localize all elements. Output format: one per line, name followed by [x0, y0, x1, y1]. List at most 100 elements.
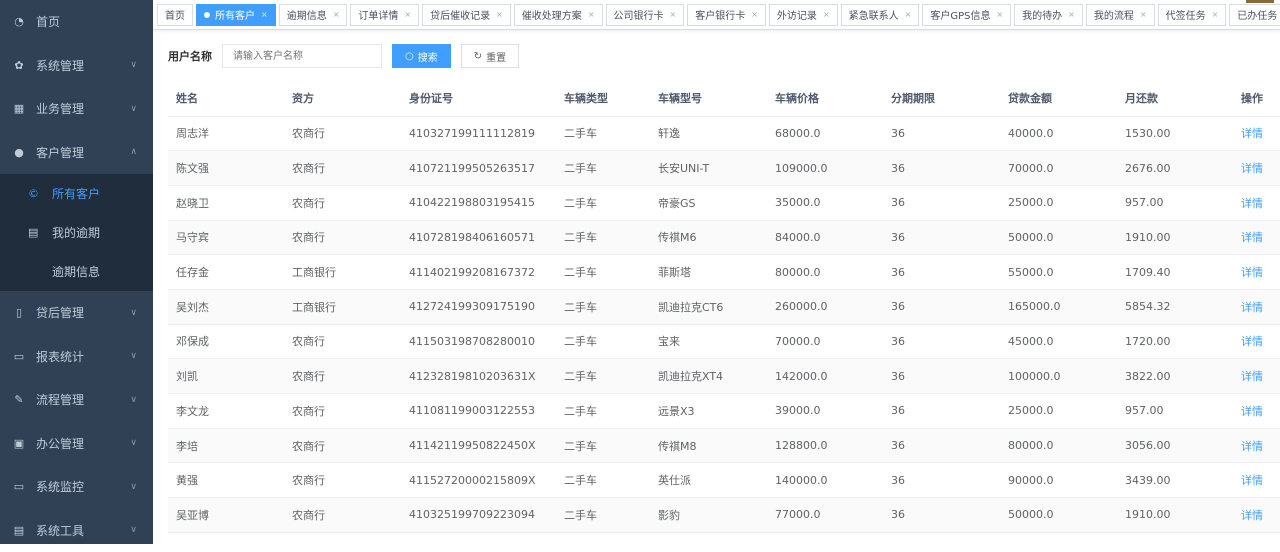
tab-6[interactable]: 公司银行卡× [606, 4, 685, 26]
close-icon[interactable]: × [905, 10, 912, 19]
close-icon[interactable]: × [404, 10, 411, 19]
tab-4[interactable]: 贷后催收记录× [422, 4, 511, 26]
table-cell: 传祺M8 [650, 428, 767, 463]
toolbox-icon: ▤ [12, 524, 26, 537]
table-cell: 80000.0 [767, 255, 883, 290]
table-cell: 36 [883, 255, 1000, 290]
detail-link[interactable]: 详情 [1241, 440, 1263, 453]
sidebar-item-3[interactable]: ●客户管理∧ [0, 131, 153, 175]
table-cell: 410721199505263517 [401, 151, 556, 186]
close-icon[interactable]: × [670, 10, 677, 19]
sidebar-item-4[interactable]: ▯贷后管理∨ [0, 291, 153, 335]
tab-3[interactable]: 订单详情 × [350, 4, 419, 26]
detail-link[interactable]: 详情 [1241, 405, 1263, 418]
close-icon[interactable]: × [823, 10, 830, 19]
tab-9[interactable]: 紧急联系人 × [841, 4, 920, 26]
detail-link[interactable]: 详情 [1241, 162, 1263, 175]
tab-12[interactable]: 我的流程× [1086, 4, 1155, 26]
edit-icon: ✎ [12, 393, 26, 406]
sidebar-item-6[interactable]: ✎流程管理∨ [0, 378, 153, 422]
customer-name-input[interactable] [222, 44, 382, 68]
sidebar-item-5[interactable]: ▭报表统计∨ [0, 335, 153, 379]
close-icon[interactable]: × [496, 10, 503, 19]
detail-link[interactable]: 详情 [1241, 127, 1263, 140]
close-icon[interactable]: × [1140, 10, 1147, 19]
close-icon[interactable]: × [1068, 10, 1075, 19]
reset-button[interactable]: ↻重置 [461, 44, 519, 68]
tab-1[interactable]: 所有客户× [196, 4, 276, 26]
detail-link[interactable]: 详情 [1241, 509, 1263, 522]
table-cell: 宝来 [650, 324, 767, 359]
submenu-item-1[interactable]: ▤我的逾期 [0, 213, 153, 252]
tags-view: 首页所有客户×逾期信息×订单详情×贷后催收记录×催收处理方案×公司银行卡×客户银… [153, 0, 1280, 30]
submenu-item-0[interactable]: ©所有客户 [0, 174, 153, 213]
chevron-icon: ∨ [130, 525, 137, 535]
chevron-icon: ∨ [130, 104, 137, 114]
table-header: 姓名资方身份证号车辆类型车辆型号车辆价格分期期限贷款金额月还款操作 [168, 81, 1280, 116]
tab-10[interactable]: 客户GPS信息× [922, 4, 1011, 26]
table-cell: 77000.0 [767, 498, 883, 533]
table-cell: 黄强 [168, 463, 284, 498]
detail-link[interactable]: 详情 [1241, 301, 1263, 314]
close-icon[interactable]: × [333, 10, 340, 19]
tab-label: 首页 [165, 7, 185, 22]
avatar[interactable] [1246, 0, 1274, 3]
close-icon[interactable]: × [588, 10, 595, 19]
table-cell: 3439.00 [1117, 463, 1233, 498]
username-label: 用户名称 [168, 48, 212, 64]
sidebar-item-1[interactable]: ✿系统管理∨ [0, 44, 153, 88]
tab-8[interactable]: 外访记录× [769, 4, 838, 26]
table-cell: 140000.0 [767, 463, 883, 498]
table-cell: 36 [883, 151, 1000, 186]
tab-14[interactable]: 已办任务× [1229, 4, 1280, 26]
column-header: 月还款 [1117, 81, 1233, 116]
submenu-item-2[interactable]: 逾期信息 [0, 252, 153, 291]
tab-0[interactable]: 首页 [157, 4, 193, 26]
close-icon[interactable]: × [1212, 10, 1219, 19]
table-cell: 410325199709223094 [401, 498, 556, 533]
close-icon[interactable]: × [751, 10, 758, 19]
detail-link[interactable]: 详情 [1241, 197, 1263, 210]
table-cell: 3822.00 [1117, 359, 1233, 394]
detail-link[interactable]: 详情 [1241, 474, 1263, 487]
detail-link[interactable]: 详情 [1241, 266, 1263, 279]
search-button[interactable]: ○搜索 [392, 44, 451, 68]
table-cell: 411081199003122553 [401, 394, 556, 429]
submenu-icon: ▤ [28, 226, 42, 239]
close-icon[interactable]: × [261, 10, 268, 19]
detail-link[interactable]: 详情 [1241, 231, 1263, 244]
table-cell: 2676.00 [1117, 151, 1233, 186]
sidebar-item-label: 报表统计 [36, 348, 84, 365]
detail-link[interactable]: 详情 [1241, 335, 1263, 348]
table-cell: 410422198803195415 [401, 185, 556, 220]
tab-label: 订单详情 [358, 7, 398, 22]
table-cell: 农商行 [284, 359, 401, 394]
sidebar-item-label: 业务管理 [36, 100, 84, 117]
tab-2[interactable]: 逾期信息× [279, 4, 348, 26]
sidebar-item-9[interactable]: ▤系统工具∨ [0, 509, 153, 552]
table-cell: 1910.00 [1117, 498, 1233, 533]
table-cell: 410327199111112819 [401, 116, 556, 151]
table-cell: 二手车 [556, 255, 650, 290]
sidebar-item-7[interactable]: ▣办公管理∨ [0, 422, 153, 466]
table-cell: 1530.00 [1117, 116, 1233, 151]
tab-5[interactable]: 催收处理方案× [514, 4, 603, 26]
sidebar-item-8[interactable]: ▭系统监控∨ [0, 465, 153, 509]
action-cell: 详情 [1233, 116, 1280, 151]
table-cell: 36 [883, 116, 1000, 151]
tab-13[interactable]: 代签任务× [1158, 4, 1227, 26]
tab-7[interactable]: 客户银行卡× [687, 4, 766, 26]
sidebar-item-label: 首页 [36, 13, 60, 30]
detail-link[interactable]: 详情 [1241, 370, 1263, 383]
table-cell: 25000.0 [1000, 394, 1117, 429]
sidebar-item-2[interactable]: ▦业务管理∨ [0, 87, 153, 131]
sidebar-item-0[interactable]: ◔首页 [0, 0, 153, 44]
close-icon[interactable]: × [996, 10, 1003, 19]
tab-label: 紧急联系人 [849, 7, 899, 22]
table-cell: 二手车 [556, 498, 650, 533]
tab-11[interactable]: 我的待办× [1014, 4, 1083, 26]
table-cell: 二手车 [556, 428, 650, 463]
